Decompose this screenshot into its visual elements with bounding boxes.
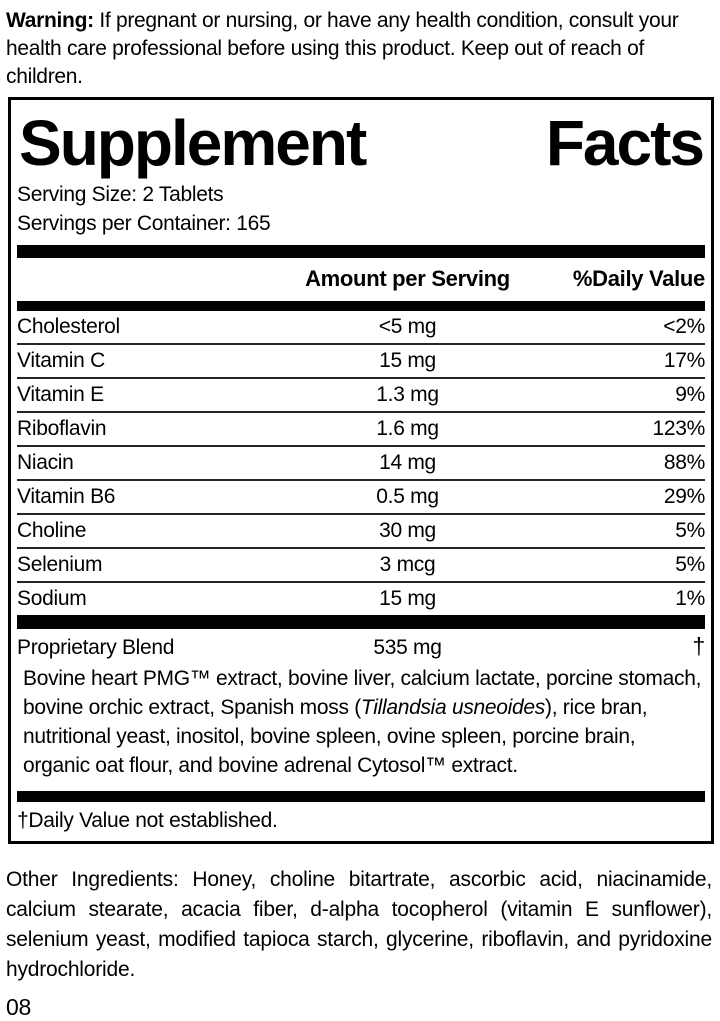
divider-bar-top bbox=[17, 245, 705, 258]
nutrient-daily-value: 17% bbox=[663, 349, 705, 372]
proprietary-blend-name: Proprietary Blend bbox=[17, 636, 175, 659]
divider-bar-footnote bbox=[17, 791, 705, 802]
nutrient-table: Cholesterol <5 mg <2% Vitamin C 15 mg 17… bbox=[17, 311, 705, 615]
nutrient-row-riboflavin: Riboflavin 1.6 mg 123% bbox=[17, 411, 705, 445]
nutrient-daily-value: 9% bbox=[675, 383, 705, 406]
nutrient-daily-value: 1% bbox=[675, 587, 705, 610]
nutrient-amount: 1.3 mg bbox=[376, 383, 439, 406]
amount-column-header: Amount per Serving bbox=[305, 266, 510, 291]
nutrient-amount: 15 mg bbox=[379, 587, 436, 610]
nutrient-row-vitamin-b6: Vitamin B6 0.5 mg 29% bbox=[17, 479, 705, 513]
other-ingredients-label: Other Ingredients: bbox=[6, 868, 179, 891]
nutrient-amount: 15 mg bbox=[379, 349, 436, 372]
other-ingredients-paragraph: Other Ingredients: Honey, choline bitart… bbox=[6, 865, 712, 985]
nutrient-amount: 1.6 mg bbox=[376, 417, 439, 440]
divider-bar-blend bbox=[17, 615, 705, 629]
nutrient-row-selenium: Selenium 3 mcg 5% bbox=[17, 547, 705, 581]
daily-value-footnote: †Daily Value not established. bbox=[17, 809, 278, 832]
nutrient-daily-value: 88% bbox=[663, 451, 705, 474]
nutrient-name: Cholesterol bbox=[17, 315, 120, 338]
nutrient-name: Vitamin E bbox=[17, 383, 104, 406]
footer-code: 08 bbox=[6, 994, 31, 1020]
warning-paragraph: Warning: If pregnant or nursing, or have… bbox=[6, 7, 712, 91]
nutrient-daily-value: <2% bbox=[663, 315, 705, 338]
blend-description-part1: Bovine heart PMG™ extract, bovine liver,… bbox=[23, 667, 702, 719]
nutrient-daily-value: 29% bbox=[663, 485, 705, 508]
nutrient-name: Riboflavin bbox=[17, 417, 107, 440]
nutrient-daily-value: 123% bbox=[652, 417, 705, 440]
nutrient-amount: 0.5 mg bbox=[376, 485, 439, 508]
supplement-label-page: Warning: If pregnant or nursing, or have… bbox=[0, 7, 720, 1020]
nutrient-daily-value: 5% bbox=[675, 553, 705, 576]
servings-per-container: Servings per Container: 165 bbox=[17, 212, 271, 235]
blend-description-part2: ), rice bran, nutritional yeast, inosito… bbox=[23, 696, 648, 777]
nutrient-row-sodium: Sodium 15 mg 1% bbox=[17, 581, 705, 615]
nutrient-amount: <5 mg bbox=[378, 315, 437, 338]
nutrient-row-niacin: Niacin 14 mg 88% bbox=[17, 445, 705, 479]
nutrient-name: Sodium bbox=[17, 587, 87, 610]
blend-species-italic: Tillandsia usneoides bbox=[360, 696, 545, 719]
proprietary-blend-row: Proprietary Blend 535 mg † bbox=[17, 629, 705, 661]
divider-bar-header bbox=[17, 301, 705, 311]
title-word-facts: Facts bbox=[545, 107, 705, 179]
nutrient-name: Niacin bbox=[17, 451, 74, 474]
serving-size: Serving Size: 2 Tablets bbox=[17, 183, 224, 206]
panel-title: Supplement Facts bbox=[17, 100, 705, 180]
nutrient-name: Vitamin B6 bbox=[17, 485, 116, 508]
daily-value-column-header: %Daily Value bbox=[572, 266, 705, 291]
nutrient-row-choline: Choline 30 mg 5% bbox=[17, 513, 705, 547]
other-ingredients-text: Honey, choline bitartrate, ascorbic acid… bbox=[6, 868, 712, 981]
title-word-supplement: Supplement bbox=[19, 107, 367, 179]
blend-description: Bovine heart PMG™ extract, bovine liver,… bbox=[17, 661, 705, 788]
proprietary-blend-dagger: † bbox=[692, 633, 706, 659]
nutrient-name: Selenium bbox=[17, 553, 103, 576]
nutrient-row-vitamin-e: Vitamin E 1.3 mg 9% bbox=[17, 377, 705, 411]
nutrient-amount: 14 mg bbox=[379, 451, 436, 474]
supplement-facts-panel: Supplement Facts Serving Size: 2 Tablets… bbox=[8, 97, 714, 844]
nutrient-daily-value: 5% bbox=[675, 519, 705, 542]
column-header-row: Amount per Serving %Daily Value bbox=[17, 258, 705, 301]
warning-text: If pregnant or nursing, or have any heal… bbox=[6, 9, 679, 88]
nutrient-row-cholesterol: Cholesterol <5 mg <2% bbox=[17, 311, 705, 343]
nutrient-name: Choline bbox=[17, 519, 87, 542]
warning-label: Warning: bbox=[6, 9, 94, 32]
nutrient-row-vitamin-c: Vitamin C 15 mg 17% bbox=[17, 343, 705, 377]
proprietary-blend-amount: 535 mg bbox=[373, 636, 442, 659]
nutrient-name: Vitamin C bbox=[17, 349, 105, 372]
nutrient-amount: 3 mcg bbox=[379, 553, 436, 576]
nutrient-amount: 30 mg bbox=[379, 519, 436, 542]
